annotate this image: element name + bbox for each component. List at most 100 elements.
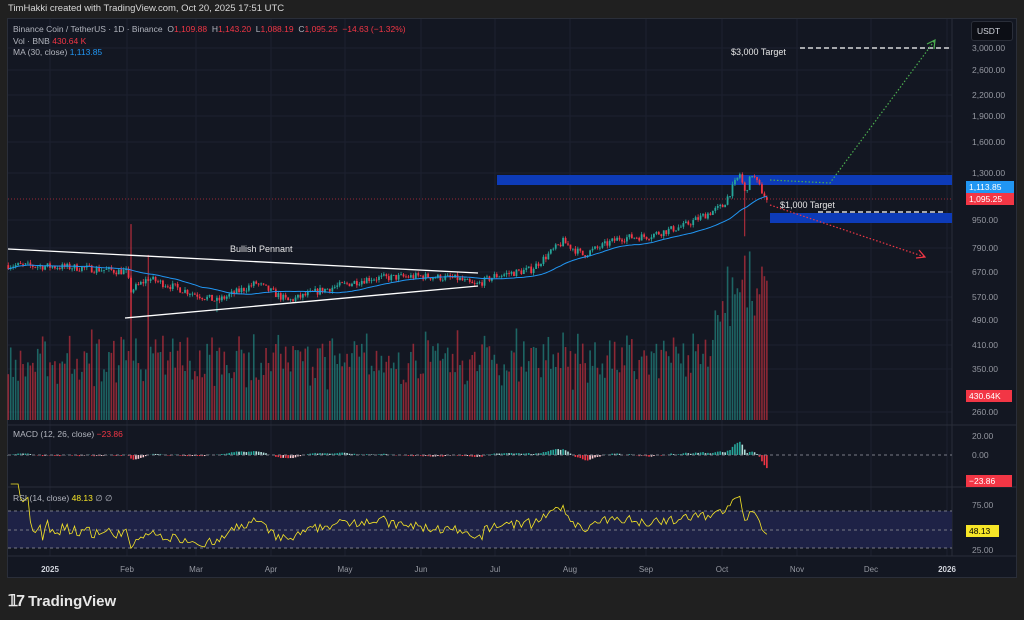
candle-body [608,240,611,246]
macd-bar [645,455,648,457]
price-tick: 1,900.00 [972,111,1006,121]
volume-bar [181,365,184,420]
volume-bar [439,360,442,420]
macd-bar [697,452,699,455]
volume-bar [9,347,12,420]
volume-bar [579,363,582,420]
volume-legend[interactable]: Vol · BNB 430.64 K [13,36,86,46]
candle-body [382,274,385,276]
rsi-legend[interactable]: RSI (14, close) 48.13 ∅ ∅ [13,493,112,504]
candle-body [699,215,702,220]
candle-body [331,287,334,292]
candle-body [343,282,346,284]
candle-body [621,239,623,242]
macd-bar [594,455,596,458]
volume-bar [230,378,233,420]
candle-body [36,266,39,268]
time-tick: Feb [120,565,134,574]
volume-bar [282,368,285,420]
target-1000-label[interactable]: $1,000 Target [780,200,835,210]
volume-bar [623,365,626,420]
candle-body [454,274,456,278]
chart-panel[interactable] [7,18,1017,578]
volume-bar [292,346,294,420]
ma-legend[interactable]: MA (30, close) 1,113.85 [13,47,102,57]
macd-bar [761,455,763,462]
volume-bar [262,374,265,420]
candle-body [461,277,464,281]
bearish-path [769,204,926,258]
candle-body [613,238,616,241]
candle-body [650,237,653,240]
volume-bar [564,347,567,420]
volume-bar [756,288,758,420]
target-3000-label[interactable]: $3,000 Target [731,47,786,57]
macd-bar [586,455,589,461]
macd-bar [252,451,255,455]
candle-body [213,300,216,302]
volume-bar [176,350,179,420]
candle-body [14,265,17,267]
tradingview-logo[interactable]: 𝟙7 TradingView [8,591,116,611]
candle-body [409,275,412,278]
candle-body [29,262,32,266]
candle-body [149,279,152,281]
candle-body [552,248,555,250]
rsi-line [10,483,768,550]
currency-button[interactable]: USDT [971,21,1013,41]
candle-body [7,265,10,269]
macd-bar [493,453,496,455]
time-tick: Nov [789,565,805,574]
rsi-label: RSI (14, close) [13,493,70,503]
macd-bar [100,455,103,456]
candle-body [719,204,722,206]
candle-body [270,288,272,291]
candle-body [667,228,670,235]
candle-body [370,280,373,282]
volume-bar [297,350,299,420]
volume-bar [493,354,496,420]
macd-bar [513,453,515,455]
macd-bar [311,453,314,455]
volume-bar [265,347,267,420]
volume-bar [390,368,393,420]
volume-bar [108,352,110,420]
candle-body [419,275,422,277]
candle-body [27,262,29,264]
volume-bar [333,355,336,420]
candle-body [203,299,206,300]
volume-bar [405,382,407,420]
close-value: 1,095.25 [304,24,338,34]
volume-bar [454,372,456,420]
candle-body [390,275,393,281]
macd-bar [670,453,672,455]
pennant-label[interactable]: Bullish Pennant [230,244,293,254]
macd-bar [336,453,339,455]
macd-bar [758,455,761,457]
candle-body [427,273,429,278]
macd-bar [581,455,584,460]
candle-body [665,230,668,235]
volume-bar [56,383,59,420]
volume-bar [459,365,461,420]
candle-body [716,205,719,208]
candle-body [476,283,479,285]
macd-legend[interactable]: MACD (12, 26, close) −23.86 [13,429,123,439]
candle-body [436,274,439,278]
volume-bar [547,336,550,420]
volume-bar [739,292,741,420]
candle-body [392,274,395,276]
macd-bar [360,454,363,455]
macd-bar [203,455,206,457]
volume-bar [41,336,44,420]
candle-body [63,264,66,267]
candle-body [672,226,675,232]
volume-bar [201,377,204,420]
volume-bar [32,362,34,420]
volume-bar [591,365,594,420]
macd-bar [365,454,368,455]
candle-body [684,221,687,224]
symbol-title[interactable]: Binance Coin / TetherUS · 1D · Binance [13,24,163,34]
volume-bar [709,356,712,420]
